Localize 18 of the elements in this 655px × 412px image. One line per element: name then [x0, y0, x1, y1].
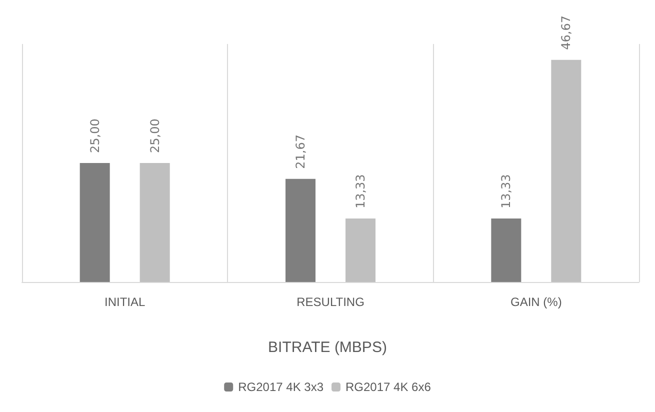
legend-label: RG2017 4K 3x3 — [238, 380, 324, 394]
bar — [551, 60, 582, 282]
x-tick-label: GAIN (%) — [510, 295, 562, 309]
bar — [140, 163, 170, 282]
legend-label: RG2017 4K 6x6 — [346, 380, 432, 394]
data-label: 46,67 — [559, 15, 574, 50]
bar — [491, 218, 522, 282]
data-label: 21,67 — [294, 134, 308, 169]
bar — [80, 163, 110, 282]
text: BITRATE (MBPS) — [268, 339, 387, 356]
data-label: 25,00 — [148, 118, 162, 153]
bar — [286, 178, 316, 282]
data-label: 13,33 — [354, 174, 368, 209]
data-label: 13,33 — [499, 174, 514, 209]
data-label: 25,00 — [88, 118, 102, 153]
x-tick-label: INITIAL — [104, 295, 146, 309]
bar — [346, 218, 376, 282]
x-tick-label: RESULTING — [296, 295, 364, 309]
